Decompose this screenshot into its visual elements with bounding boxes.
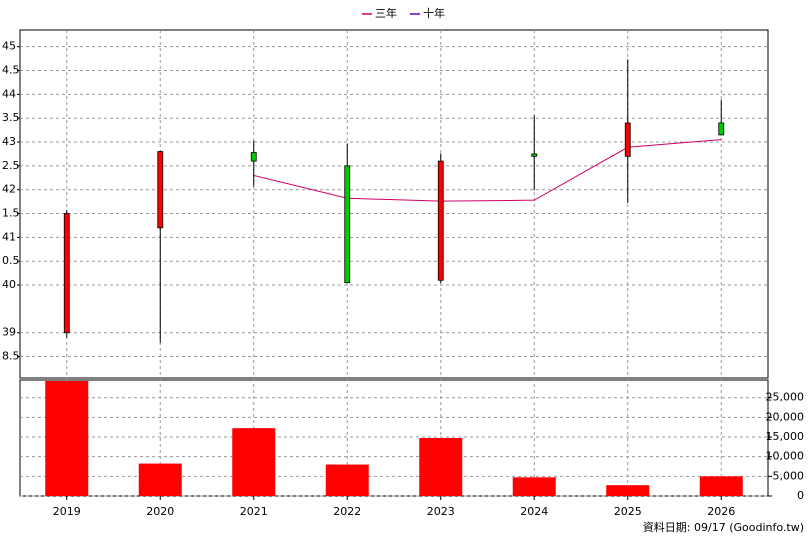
candle-body bbox=[718, 122, 725, 136]
legend-label: 十年 bbox=[423, 6, 445, 20]
volume-bar bbox=[419, 438, 463, 496]
x-tick-label: 2023 bbox=[427, 505, 455, 518]
y-tick-label: 44 bbox=[2, 87, 16, 100]
x-tick-label: 2025 bbox=[614, 505, 642, 518]
volume-bar bbox=[138, 463, 182, 496]
y2-tick-label: 10,000 bbox=[766, 450, 805, 463]
y-tick-label: 42 bbox=[2, 183, 16, 196]
volume-bar bbox=[325, 464, 369, 496]
y2-tick-label: 25,000 bbox=[766, 391, 805, 404]
candle-body bbox=[437, 160, 444, 281]
x-tick-label: 2022 bbox=[333, 505, 361, 518]
y2-tick-label: 15,000 bbox=[766, 430, 805, 443]
legend-label: 三年 bbox=[375, 6, 397, 20]
volume-bar bbox=[232, 428, 276, 496]
y-tick-label: 39 bbox=[2, 326, 16, 339]
x-tick-label: 2019 bbox=[53, 505, 81, 518]
footer: 資料日期: 09/17 (Goodinfo.tw) bbox=[643, 520, 804, 534]
y-tick-label: 43 bbox=[2, 135, 16, 148]
x-tick-label: 2026 bbox=[707, 505, 735, 518]
y-tick-label: 1.5 bbox=[2, 207, 20, 220]
y-tick-label: 8.5 bbox=[2, 350, 20, 363]
volume-bar bbox=[699, 476, 743, 496]
volume-bar bbox=[512, 477, 556, 496]
y2-tick-label: 0 bbox=[797, 489, 804, 502]
candle-body bbox=[531, 153, 538, 157]
price-panel bbox=[19, 29, 769, 379]
candle-body bbox=[344, 165, 351, 284]
candle-body bbox=[624, 122, 631, 157]
y-tick-label: 2.5 bbox=[2, 159, 20, 172]
candle-body bbox=[250, 152, 257, 162]
ma-line bbox=[253, 139, 722, 202]
y2-tick-label: 5,000 bbox=[773, 469, 805, 482]
volume-bar bbox=[45, 380, 89, 496]
candle-body bbox=[157, 151, 164, 229]
y-tick-label: 4.5 bbox=[2, 64, 20, 77]
volume-bar bbox=[606, 485, 650, 496]
y2-tick-label: 20,000 bbox=[766, 410, 805, 423]
y-tick-label: 41 bbox=[2, 230, 16, 243]
candle-body bbox=[63, 213, 70, 334]
x-tick-label: 2024 bbox=[520, 505, 548, 518]
y-tick-label: 40 bbox=[2, 278, 16, 291]
y-tick-label: 3.5 bbox=[2, 111, 20, 124]
y-tick-label: 45 bbox=[2, 40, 16, 53]
y-tick-label: 0.5 bbox=[2, 254, 20, 267]
x-tick-label: 2020 bbox=[146, 505, 174, 518]
x-tick-label: 2021 bbox=[240, 505, 268, 518]
